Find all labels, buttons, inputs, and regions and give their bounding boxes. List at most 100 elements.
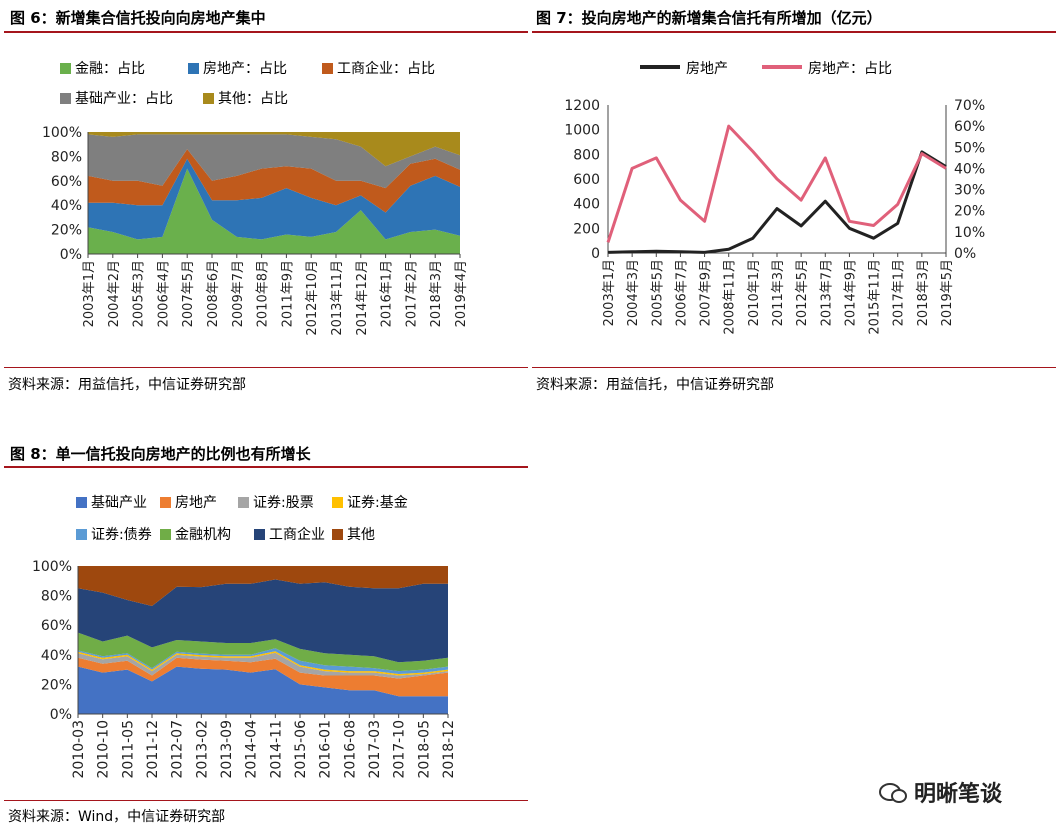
watermark-text: 明晰笔谈 — [914, 782, 1003, 807]
fig7-x-tick-label: 2012年5月 — [795, 259, 810, 326]
fig8-x-tick-label: 2014-04 — [244, 720, 260, 779]
fig8-legend: 基础产业 房地产 证券:股票 证券:基金 证券:债券 金融机构 工商企业 其他 — [76, 492, 516, 544]
fig6-legend-item: 基础产业：占比 — [60, 88, 173, 108]
fig8-series-area — [78, 632, 448, 672]
fig7-x-tick-label: 2018年3月 — [916, 259, 931, 326]
fig8-x-tick-label: 2014-11 — [268, 720, 284, 779]
fig6-legend-item: 工商企业：占比 — [322, 58, 435, 78]
fig7-y-left-tick-label: 0 — [591, 246, 600, 262]
fig6-legend-label: 金融：占比 — [75, 61, 145, 77]
fig6-x-tick-label: 2006年4月 — [156, 260, 171, 327]
fig7-x-tick-label: 2014年9月 — [843, 259, 858, 326]
fig8-x-tick-label: 2013-09 — [219, 720, 235, 779]
fig8-y-tick-label: 100% — [32, 559, 72, 575]
fig6-title-rule — [4, 31, 528, 33]
fig7-x-tick-label: 2013年7月 — [819, 259, 834, 326]
fig7-y-right-tick-label: 50% — [954, 140, 985, 156]
fig7-series-line — [607, 150, 947, 254]
fig6-series-area — [88, 134, 460, 189]
fig6-x-tick-label: 2004年2月 — [107, 260, 122, 327]
fig8-legend-label: 证券:债券 — [91, 527, 152, 543]
fig6-x-tick-label: 2005年3月 — [132, 260, 147, 327]
fig7-y-right-tick-label: 70% — [954, 98, 985, 114]
fig8-legend-swatch — [238, 497, 249, 508]
fig7-legend-line — [640, 65, 680, 69]
fig8-title: 图 8：单一信托投向房地产的比例也有所增长 — [10, 445, 311, 463]
fig8-x-tick-label: 2010-10 — [96, 720, 112, 779]
fig6-y-tick-label: 80% — [51, 149, 82, 165]
fig8-x-tick-label: 2015-06 — [293, 720, 309, 779]
fig8-legend-item: 证券:股票 — [238, 492, 314, 512]
fig7-legend: 房地产 房地产：占比 — [640, 58, 970, 82]
fig7-x-tick-label: 2005年5月 — [650, 259, 665, 326]
fig8-x-tick-label: 2010-03 — [71, 720, 87, 779]
fig6-y-tick-label: 100% — [42, 125, 82, 141]
fig6-legend-swatch — [60, 93, 71, 104]
fig8-x-tick-label: 2011-12 — [145, 720, 161, 779]
fig7-chart: 0 200 400 600 800 1000 1200 0% 10% 20% 30% 40% 50% 60… — [564, 98, 985, 335]
fig7-x-tick-label: 2004年3月 — [626, 259, 641, 326]
fig8-legend-swatch — [160, 497, 171, 508]
fig8-series-area — [78, 579, 448, 663]
fig8-series-area — [78, 657, 448, 697]
fig7-y-right-tick-label: 60% — [954, 119, 985, 135]
fig7-legend-label: 房地产：占比 — [808, 61, 892, 77]
fig8-x-tick-label: 2017-10 — [392, 720, 408, 779]
fig7-title-rule — [532, 31, 1056, 33]
fig7-legend-label: 房地产 — [686, 61, 728, 77]
fig8-series-area — [78, 566, 448, 606]
fig8-legend-item: 金融机构 — [160, 524, 231, 544]
fig6-y-tick-label: 40% — [51, 198, 82, 214]
fig6-x-tick-label: 2016年1月 — [380, 260, 395, 327]
fig8-legend-swatch — [254, 529, 265, 540]
fig8-legend-item: 工商企业 — [254, 524, 325, 544]
fig7-legend-line — [762, 65, 802, 69]
fig8-legend-label: 证券:股票 — [253, 495, 314, 511]
fig6-y-tick-label: 20% — [51, 223, 82, 239]
wechat-icon — [879, 783, 907, 803]
fig7-y-right-tick-label: 0% — [954, 246, 976, 262]
fig8-y-tick-label: 80% — [41, 589, 72, 605]
fig7-y-left-tick-label: 600 — [573, 172, 600, 188]
fig6-x-tick-label: 2007年5月 — [181, 260, 196, 327]
fig6-series-area — [88, 168, 460, 254]
fig7-x-tick-label: 2006年7月 — [674, 259, 689, 326]
fig8-y-tick-label: 40% — [41, 648, 72, 664]
fig7-x-tick-label: 2011年3月 — [771, 259, 786, 326]
fig8-x-tick-label: 2018-12 — [441, 720, 457, 779]
fig7-y-left-tick-label: 400 — [573, 197, 600, 213]
fig6-legend-swatch — [60, 63, 71, 74]
fig7-x-tick-label: 2010年1月 — [747, 259, 762, 326]
fig8-series-area — [78, 666, 448, 714]
fig7-legend-item: 房地产：占比 — [762, 58, 892, 78]
fig8-series-area — [78, 652, 448, 679]
fig6-chart: 0% 20% 40% 60% 80% 100% 2003年1月 2004年2月 2005年3月 2… — [42, 125, 469, 336]
fig8-legend-item: 基础产业 — [76, 492, 147, 512]
fig6-x-tick-label: 2018年3月 — [429, 260, 444, 327]
fig7-x-tick-label: 2015年11月 — [868, 259, 883, 335]
fig7-legend-item: 房地产 — [640, 58, 728, 78]
fig7-x-tick-label: 2017年1月 — [892, 259, 907, 326]
fig7-x-tick-label: 2003年1月 — [602, 259, 617, 326]
fig7-x-tick-label: 2008年11月 — [723, 259, 738, 335]
fig7-series-line — [606, 124, 947, 243]
fig8-y-tick-label: 0% — [50, 707, 72, 723]
fig8-x-tick-label: 2012-07 — [170, 720, 186, 779]
fig6-legend-label: 其他：占比 — [218, 91, 288, 107]
fig6-x-tick-label: 2012年10月 — [305, 260, 320, 336]
fig8-x-tick-label: 2016-01 — [318, 720, 334, 779]
fig6-x-tick-label: 2003年1月 — [82, 260, 97, 327]
fig6-legend-swatch — [322, 63, 333, 74]
fig8-legend-label: 基础产业 — [91, 495, 147, 511]
fig8-legend-item: 其他 — [332, 524, 375, 544]
fig8-legend-label: 其他 — [347, 527, 375, 543]
fig7-y-right-tick-label: 20% — [954, 204, 985, 220]
fig8-x-tick-label: 2018-05 — [416, 720, 432, 779]
fig8-legend-label: 证券:基金 — [347, 495, 408, 511]
fig7-y-left-tick-label: 800 — [573, 147, 600, 163]
fig8-x-tick-label: 2013-02 — [194, 720, 210, 779]
fig6-legend-label: 房地产：占比 — [203, 61, 287, 77]
fig6-x-tick-label: 2009年7月 — [231, 260, 246, 327]
fig7-y-right-tick-label: 40% — [954, 161, 985, 177]
fig6-series-area — [88, 149, 460, 213]
